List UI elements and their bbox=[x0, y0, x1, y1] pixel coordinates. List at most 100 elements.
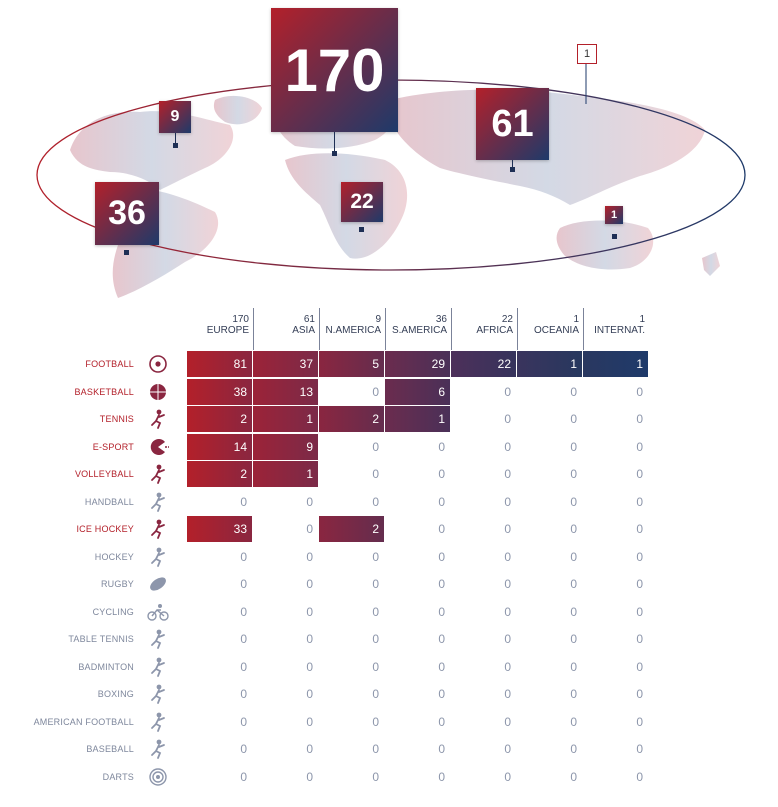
table-cell: 0 bbox=[570, 769, 577, 784]
table-cell: 0 bbox=[570, 439, 577, 454]
table-cell: 0 bbox=[636, 549, 643, 564]
table-cell: 0 bbox=[570, 549, 577, 564]
table-cell: 0 bbox=[636, 632, 643, 646]
column-header-count: 1 bbox=[573, 314, 579, 325]
table-cell: 2 bbox=[319, 516, 384, 542]
table-cell: 0 bbox=[570, 522, 577, 536]
table-cell: 0 bbox=[504, 439, 511, 454]
table-cell: 0 bbox=[306, 769, 313, 784]
table-cell: 0 bbox=[636, 522, 643, 536]
sport-label: TENNIS bbox=[99, 414, 134, 424]
table-cell: 0 bbox=[570, 632, 577, 646]
badge-north-america: 9 bbox=[159, 101, 191, 133]
table-cell: 13 bbox=[253, 378, 318, 405]
sport-label: BADMINTON bbox=[78, 661, 134, 672]
tennis-icon bbox=[147, 408, 169, 430]
table-cell: 0 bbox=[240, 714, 247, 729]
table-cell: 0 bbox=[504, 384, 511, 399]
table-cell: 0 bbox=[636, 412, 643, 426]
pin-dot-asia bbox=[510, 167, 515, 172]
table-cell: 0 bbox=[636, 714, 643, 729]
pin-dot-africa bbox=[359, 227, 364, 232]
table-cell: 0 bbox=[636, 384, 643, 399]
table-tennis-icon bbox=[147, 628, 169, 650]
sport-label: BASKETBALL bbox=[74, 386, 134, 397]
table-cell: 0 bbox=[504, 687, 511, 701]
table-cell: 0 bbox=[306, 522, 313, 536]
sport-label: TABLE TENNIS bbox=[68, 634, 134, 644]
table-cell: 0 bbox=[438, 714, 445, 729]
table-cell: 0 bbox=[504, 577, 511, 591]
column-header-count: 36 bbox=[435, 314, 447, 325]
pin-line-europe bbox=[334, 132, 335, 152]
column-header-count: 1 bbox=[639, 314, 645, 325]
table-cell: 0 bbox=[240, 659, 247, 674]
badge-europe: 170 bbox=[271, 8, 398, 132]
sport-label: BASEBALL bbox=[86, 744, 134, 754]
table-cell: 0 bbox=[636, 439, 643, 454]
handball-icon bbox=[147, 491, 169, 513]
column-header-region: AFRICA bbox=[476, 325, 513, 336]
table-cell: 1 bbox=[253, 406, 318, 432]
table-cell: 0 bbox=[636, 494, 643, 509]
table-cell: 2 bbox=[319, 406, 384, 432]
table-cell: 0 bbox=[438, 577, 445, 591]
table-cell: 0 bbox=[240, 632, 247, 646]
table-cell: 0 bbox=[636, 467, 643, 481]
column-header: 9 N.AMERICA bbox=[321, 314, 381, 336]
badge-international: 1 bbox=[577, 44, 597, 64]
pin-line-asia bbox=[512, 160, 513, 168]
table-cell: 0 bbox=[504, 714, 511, 729]
table-cell: 0 bbox=[372, 549, 379, 564]
column-divider bbox=[385, 308, 386, 350]
sport-label: BOXING bbox=[97, 689, 134, 699]
table-cell: 33 bbox=[187, 516, 252, 542]
badminton-icon bbox=[147, 656, 169, 678]
table-cell: 29 bbox=[385, 351, 450, 377]
table-cell: 0 bbox=[372, 714, 379, 729]
table-cell: 0 bbox=[636, 577, 643, 591]
column-header: 61 ASIA bbox=[255, 314, 315, 336]
column-header: 170 EUROPE bbox=[189, 314, 249, 336]
table-cell: 0 bbox=[240, 769, 247, 784]
pin-dot-south-america bbox=[124, 250, 129, 255]
table-cell: 0 bbox=[504, 769, 511, 784]
badge-africa: 22 bbox=[341, 182, 383, 222]
sport-label: E-SPORT bbox=[92, 441, 134, 452]
table-cell: 0 bbox=[372, 384, 379, 399]
table-cell: 0 bbox=[438, 494, 445, 509]
column-header-region: ASIA bbox=[292, 325, 315, 336]
column-header-count: 9 bbox=[375, 314, 381, 325]
table-cell: 1 bbox=[253, 461, 318, 487]
table-cell: 6 bbox=[385, 378, 450, 405]
table-cell: 0 bbox=[438, 769, 445, 784]
table-cell: 0 bbox=[504, 632, 511, 646]
column-header-count: 61 bbox=[303, 314, 315, 325]
table-cell: 0 bbox=[438, 549, 445, 564]
sport-label: VOLLEYBALL bbox=[74, 469, 134, 479]
table-cell: 0 bbox=[372, 659, 379, 674]
table-cell: 0 bbox=[636, 742, 643, 756]
table-cell: 38 bbox=[187, 378, 252, 405]
column-header: 22 AFRICA bbox=[453, 314, 513, 336]
table-cell: 0 bbox=[438, 522, 445, 536]
table-cell: 0 bbox=[636, 769, 643, 784]
column-divider bbox=[319, 308, 320, 350]
table-cell: 1 bbox=[385, 406, 450, 432]
darts-icon bbox=[147, 766, 169, 788]
pin-dot-oceania bbox=[612, 234, 617, 239]
column-divider bbox=[451, 308, 452, 350]
sport-label: RUGBY bbox=[100, 579, 134, 589]
table-cell: 0 bbox=[240, 687, 247, 701]
table-cell: 0 bbox=[570, 604, 577, 619]
volleyball-icon bbox=[147, 463, 169, 485]
table-cell: 0 bbox=[372, 604, 379, 619]
table-cell: 0 bbox=[570, 714, 577, 729]
table-cell: 0 bbox=[504, 604, 511, 619]
north-america-shape bbox=[70, 111, 234, 190]
table-cell: 0 bbox=[504, 522, 511, 536]
table-cell: 2 bbox=[187, 461, 252, 487]
american-football-icon bbox=[147, 711, 169, 733]
table-cell: 0 bbox=[570, 659, 577, 674]
sport-label: CYCLING bbox=[92, 606, 134, 617]
